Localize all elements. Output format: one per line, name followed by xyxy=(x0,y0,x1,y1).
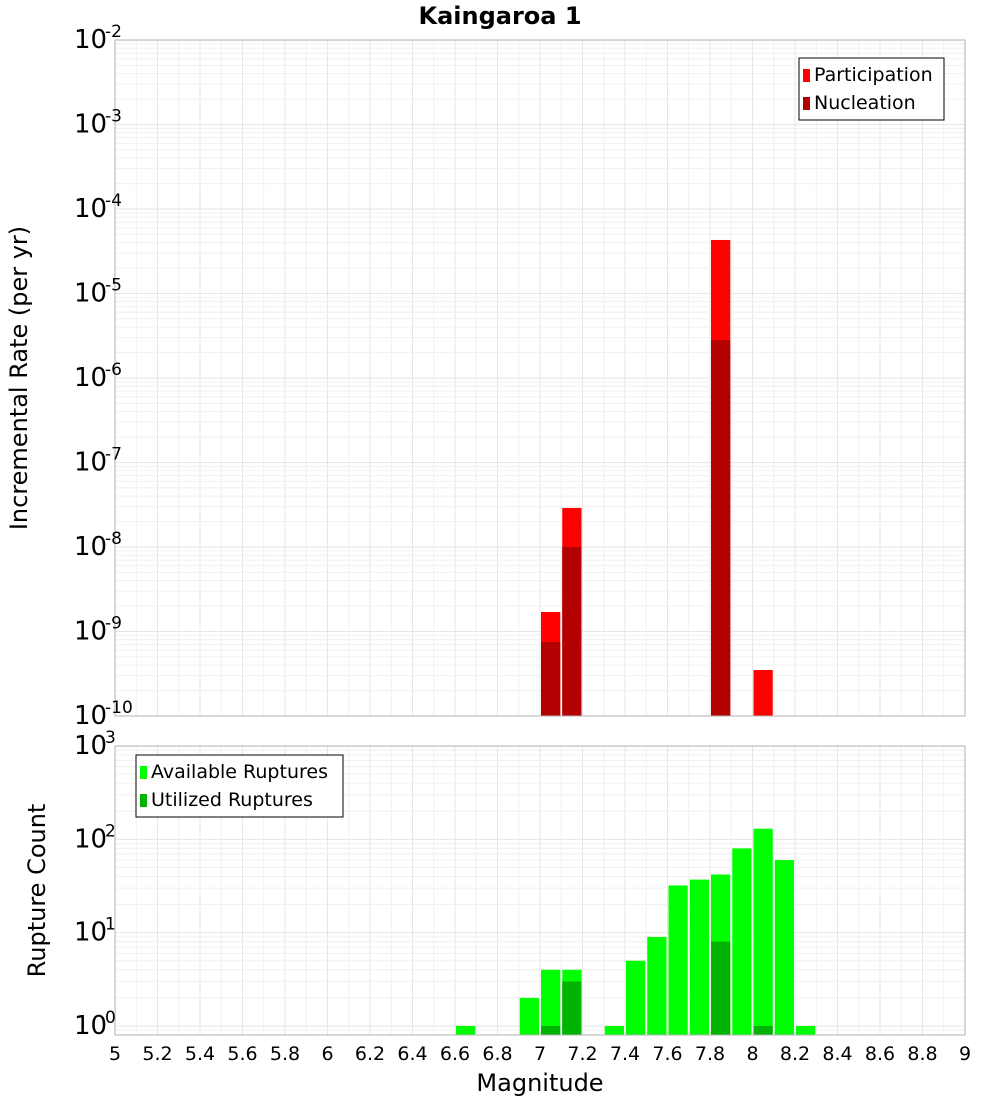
rate-panel-frame xyxy=(114,39,966,717)
bar-available-ruptures xyxy=(647,936,667,1035)
x-tick-label: 6.4 xyxy=(397,1043,427,1065)
count-y-axis-label: Rupture Count xyxy=(23,804,51,978)
bar-available-ruptures xyxy=(456,1025,476,1035)
count-legend: Available Ruptures Utilized Ruptures xyxy=(135,754,344,818)
magnitude-x-axis-label: Magnitude xyxy=(476,1069,603,1097)
y-tick-label: 10 xyxy=(74,110,107,140)
x-tick-label: 5.2 xyxy=(142,1043,172,1065)
bar-available-ruptures xyxy=(519,997,539,1035)
legend-swatch xyxy=(140,766,147,779)
y-tick-label: 10 xyxy=(74,194,107,224)
y-tick-exponent: -6 xyxy=(105,360,122,380)
count-panel-frame xyxy=(114,745,966,1036)
y-tick-exponent: -2 xyxy=(105,22,122,42)
y-tick-exponent: 0 xyxy=(105,1008,116,1028)
y-tick-label: 10 xyxy=(74,448,107,478)
y-tick-label: 10 xyxy=(74,25,107,55)
legend-swatch xyxy=(803,69,810,82)
x-tick-label: 7.4 xyxy=(610,1043,640,1065)
x-tick-label: 8.8 xyxy=(907,1043,937,1065)
x-tick-label: 7.6 xyxy=(652,1043,682,1065)
x-tick-label: 7.8 xyxy=(695,1043,725,1065)
x-tick-label: 7 xyxy=(534,1043,546,1065)
bar-available-ruptures xyxy=(753,828,773,1035)
x-tick-label: 7.2 xyxy=(567,1043,597,1065)
y-tick-exponent: -3 xyxy=(105,107,122,127)
bar-utilized-ruptures xyxy=(753,1025,773,1035)
x-tick-label: 8 xyxy=(746,1043,758,1065)
bar-utilized-ruptures xyxy=(711,941,731,1035)
y-tick-exponent: -5 xyxy=(105,276,122,296)
y-tick-exponent: -8 xyxy=(105,529,122,549)
legend-label: Participation xyxy=(814,64,933,86)
y-tick-exponent: 2 xyxy=(105,821,116,841)
y-tick-label: 10 xyxy=(74,918,107,948)
x-tick-label: 5 xyxy=(109,1043,121,1065)
legend-label: Nucleation xyxy=(814,92,916,114)
bar-available-ruptures xyxy=(604,1025,624,1035)
y-tick-exponent: 1 xyxy=(105,915,116,935)
bar-nucleation xyxy=(562,547,582,716)
count-panel-bars xyxy=(456,828,816,1035)
x-tick-label: 6 xyxy=(321,1043,333,1065)
x-tick-label: 6.6 xyxy=(440,1043,470,1065)
rate-panel-bars xyxy=(541,239,773,716)
chart-title: Kaingaroa 1 xyxy=(418,2,581,30)
bar-nucleation xyxy=(711,340,731,716)
bar-available-ruptures xyxy=(774,860,794,1035)
bar-utilized-ruptures xyxy=(541,1025,561,1035)
legend-swatch xyxy=(140,794,147,807)
bar-nucleation xyxy=(541,642,561,716)
x-tick-label: 6.2 xyxy=(355,1043,385,1065)
legend-swatch xyxy=(803,97,810,110)
legend-label: Utilized Ruptures xyxy=(151,789,313,811)
y-tick-label: 10 xyxy=(74,701,107,731)
x-tick-label: 5.8 xyxy=(270,1043,300,1065)
bar-available-ruptures xyxy=(689,879,709,1035)
bar-available-ruptures xyxy=(732,848,752,1035)
y-tick-label: 10 xyxy=(74,824,107,854)
bar-available-ruptures xyxy=(796,1025,816,1035)
bar-participation xyxy=(753,670,773,716)
y-tick-exponent: -9 xyxy=(105,614,122,634)
rate-y-axis-label: Incremental Rate (per yr) xyxy=(5,226,33,530)
bar-available-ruptures xyxy=(626,960,646,1035)
y-tick-label: 10 xyxy=(74,363,107,393)
x-tick-label: 8.6 xyxy=(865,1043,895,1065)
x-tick-label: 8.2 xyxy=(780,1043,810,1065)
y-tick-exponent: -10 xyxy=(105,698,133,718)
bar-utilized-ruptures xyxy=(562,981,582,1035)
y-tick-label: 10 xyxy=(74,731,107,761)
x-tick-label: 5.6 xyxy=(227,1043,257,1065)
y-tick-exponent: 3 xyxy=(105,728,116,748)
magnitude-x-axis-ticks: 5 5.2 5.4 5.6 5.8 6 6.2 6.4 6.6 6.8 7 7.2 7.4 7.6 7.8 8… xyxy=(109,1043,971,1065)
bar-available-ruptures xyxy=(668,885,688,1035)
x-tick-label: 6.8 xyxy=(482,1043,512,1065)
legend-label: Available Ruptures xyxy=(151,761,328,783)
x-tick-label: 5.4 xyxy=(185,1043,215,1065)
y-tick-label: 10 xyxy=(74,1011,107,1041)
y-tick-label: 10 xyxy=(74,617,107,647)
legend-box xyxy=(135,754,344,818)
rate-panel-grid xyxy=(114,39,966,717)
y-tick-label: 10 xyxy=(74,532,107,562)
y-tick-label: 10 xyxy=(74,279,107,309)
y-tick-exponent: -4 xyxy=(105,191,122,211)
bar-available-ruptures xyxy=(541,969,561,1035)
x-tick-label: 9 xyxy=(959,1043,971,1065)
y-tick-exponent: -7 xyxy=(105,445,122,465)
rate-legend: Participation Nucleation xyxy=(798,57,945,121)
x-tick-label: 8.4 xyxy=(822,1043,852,1065)
legend-box xyxy=(798,57,945,121)
